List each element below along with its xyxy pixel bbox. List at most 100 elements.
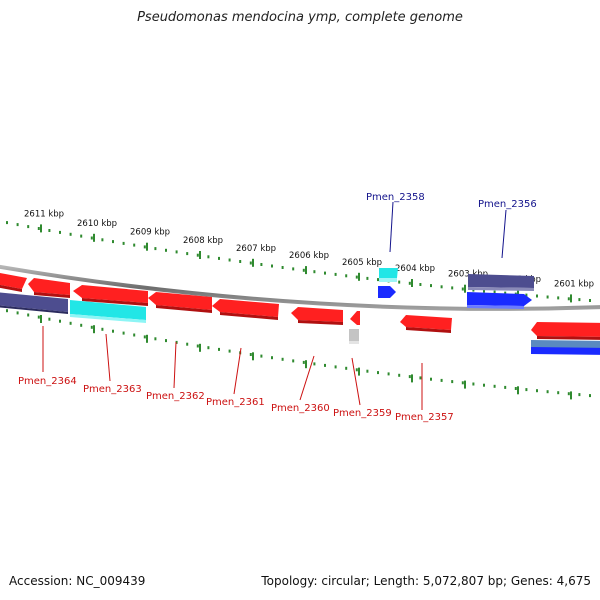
gene-feature[interactable] <box>349 329 359 341</box>
gene-feature[interactable] <box>378 286 396 298</box>
tick-mark-minor <box>313 270 316 274</box>
tick-mark-minor <box>69 232 72 236</box>
tick-label: 2605 kbp <box>342 258 382 268</box>
gene-labels-bottom: Pmen_2364 Pmen_2363 Pmen_2362 Pmen_2361 … <box>18 376 454 423</box>
tick-mark-minor <box>514 387 517 390</box>
tick-mark-minor <box>207 255 210 259</box>
tick-mark-minor <box>101 238 104 242</box>
tick-mark-major <box>464 380 466 389</box>
tick-label: 2608 kbp <box>183 236 223 246</box>
gene-feature[interactable] <box>148 292 212 310</box>
tick-mark-minor <box>207 346 210 350</box>
tick-mark-minor <box>483 289 485 293</box>
tick-mark-minor <box>557 296 560 300</box>
tick-mark-minor <box>218 347 220 351</box>
gene-feature[interactable] <box>70 300 146 320</box>
gene-feature[interactable] <box>379 268 398 278</box>
gene-feature[interactable] <box>28 278 70 295</box>
tick-mark-minor <box>196 253 199 257</box>
gene-feature[interactable] <box>350 311 360 325</box>
gene-label[interactable]: Pmen_2362 <box>146 391 205 402</box>
gene-label[interactable]: Pmen_2363 <box>83 384 142 395</box>
gene-feature[interactable] <box>212 299 279 317</box>
tick-mark-minor <box>143 335 146 339</box>
gene-features <box>0 268 600 355</box>
tick-mark-minor <box>122 331 125 335</box>
tick-label: 2607 kbp <box>236 244 276 254</box>
tick-mark-minor <box>440 378 443 382</box>
tick-mark-minor <box>165 248 167 252</box>
gene-feature-shadow <box>34 292 70 298</box>
tick-mark-minor <box>281 357 284 361</box>
tick-mark-minor <box>218 256 220 260</box>
gene-feature[interactable] <box>467 292 532 306</box>
gene-feature-shadow <box>0 284 22 292</box>
gene-feature-shadow <box>537 336 600 340</box>
tick-mark-minor <box>578 298 581 302</box>
gene-feature[interactable] <box>400 315 452 330</box>
tick-mark-major <box>570 294 572 303</box>
tick-mark-minor <box>430 284 432 288</box>
tick-label: 2610 kbp <box>77 219 117 229</box>
tick-mark-minor <box>6 309 8 313</box>
tick-mark-minor <box>525 293 528 297</box>
gene-feature-shadow <box>220 312 278 320</box>
gene-label[interactable]: Pmen_2360 <box>271 403 330 414</box>
map-title: Pseudomonas mendocina ymp, complete geno… <box>137 10 463 25</box>
tick-label: 2606 kbp <box>289 251 329 261</box>
gene-feature-shadow <box>298 320 343 325</box>
label-leaders <box>42 201 507 410</box>
gene-feature-shadow <box>82 298 148 306</box>
tick-mark-minor <box>377 371 379 375</box>
gene-feature-shadow <box>468 287 534 291</box>
tick-mark-minor <box>175 250 178 254</box>
tick-mark-minor <box>175 340 178 344</box>
tick-mark-minor <box>27 313 30 317</box>
gene-feature[interactable] <box>0 272 27 289</box>
tick-mark-minor <box>292 267 295 271</box>
tick-mark-minor <box>377 278 379 282</box>
gene-feature[interactable] <box>291 307 343 322</box>
gene-feature[interactable] <box>531 322 600 337</box>
leader-line <box>173 341 177 389</box>
leader-line <box>351 357 361 406</box>
gene-feature[interactable] <box>73 285 148 303</box>
gene-label[interactable]: Pmen_2356 <box>478 199 537 210</box>
tick-mark-major <box>411 279 413 287</box>
tick-mark-minor <box>536 294 538 298</box>
gene-feature[interactable] <box>531 347 600 355</box>
tick-mark-minor <box>451 286 454 290</box>
tick-mark-minor <box>292 359 295 363</box>
gene-label[interactable]: Pmen_2364 <box>18 376 77 387</box>
tick-mark-minor <box>398 280 401 284</box>
gene-label[interactable]: Pmen_2359 <box>333 408 392 419</box>
tick-mark-minor <box>196 344 199 348</box>
gene-feature[interactable] <box>468 274 534 288</box>
tick-mark-minor <box>366 369 369 373</box>
tick-mark-minor <box>578 393 581 397</box>
tick-mark-major <box>358 367 360 376</box>
tick-mark-minor <box>366 276 369 280</box>
tick-mark-minor <box>324 363 326 367</box>
tick-mark-minor <box>228 349 231 353</box>
tick-mark-major <box>252 258 254 267</box>
tick-mark-minor <box>133 333 136 337</box>
gene-label[interactable]: Pmen_2358 <box>366 192 425 203</box>
gene-feature-shadow <box>70 314 146 323</box>
gene-feature[interactable] <box>0 292 68 312</box>
tick-mark-minor <box>408 281 411 285</box>
tick-mark-minor <box>260 263 263 266</box>
gene-feature-shadow <box>0 305 68 314</box>
tick-mark-minor <box>302 268 305 272</box>
tick-mark-minor <box>143 245 146 249</box>
tick-mark-minor <box>186 252 189 256</box>
tick-mark-minor <box>313 362 316 366</box>
tick-mark-minor <box>345 274 348 278</box>
leader-line <box>389 201 394 253</box>
tick-mark-major <box>146 242 148 251</box>
gene-label[interactable]: Pmen_2361 <box>206 397 265 408</box>
gene-label[interactable]: Pmen_2357 <box>395 412 454 423</box>
tick-track-inner <box>6 309 591 400</box>
tick-mark-minor <box>557 391 560 395</box>
tick-mark-minor <box>80 234 83 238</box>
